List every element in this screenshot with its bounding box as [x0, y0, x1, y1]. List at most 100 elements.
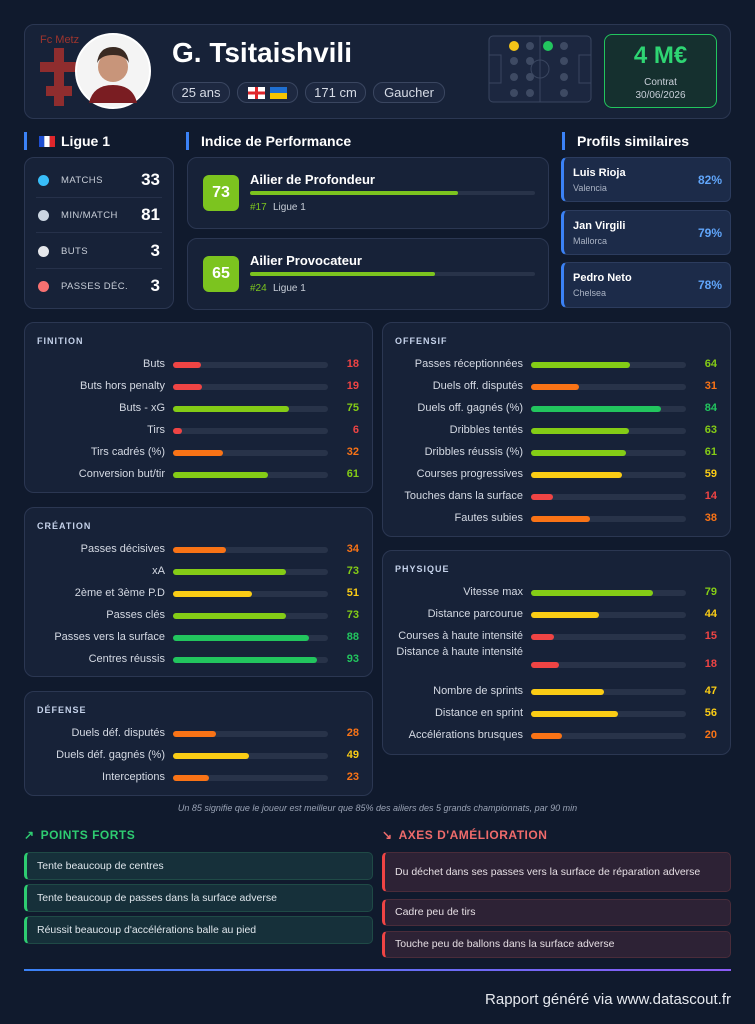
row-bar [531, 362, 631, 368]
stat-label: BUTS [61, 245, 88, 257]
row-label: Accélérations brusques [408, 729, 523, 741]
panel-title: OFFENSIF [395, 336, 448, 346]
stat-icon [38, 210, 49, 222]
row-bar [531, 662, 559, 668]
row-value: 61 [704, 446, 717, 458]
strengths-title-text: POINTS FORTS [40, 828, 136, 842]
similar-name: Jan Virgili [573, 220, 626, 232]
row-value: 32 [346, 446, 359, 458]
row-value: 73 [346, 609, 359, 621]
row-label: Tirs [147, 424, 165, 436]
row-label: Passes décisives [80, 543, 165, 555]
stat-divider [36, 232, 162, 234]
stat-panel [382, 550, 731, 755]
row-value: 93 [346, 653, 359, 665]
row-track [173, 472, 328, 478]
profile-score: 65 [203, 256, 239, 292]
row-track [173, 384, 328, 390]
profile-rank: #24 [250, 283, 267, 294]
row-bar [173, 613, 287, 619]
row-bar [531, 689, 604, 695]
league-title: Ligue 1 [61, 133, 111, 149]
market-value: 4 M€ [633, 42, 688, 69]
row-label: Dribbles réussis (%) [424, 446, 523, 458]
row-label: Courses progressives [416, 468, 523, 480]
row-label: Buts [142, 358, 165, 370]
row-label: Vitesse max [463, 586, 523, 598]
row-track [531, 711, 686, 717]
weakness-item: Du déchet dans ses passes vers la surfac… [382, 852, 731, 892]
row-label: Dribbles tentés [449, 424, 523, 436]
strength-item: Réussit beaucoup d'accélérations balle a… [24, 916, 373, 944]
stat-icon [38, 280, 49, 292]
row-track [173, 362, 328, 368]
strengths-title: ↗ POINTS FORTS [24, 828, 136, 842]
row-value: 20 [704, 729, 717, 741]
row-label: Duels déf. gagnés (%) [56, 749, 165, 761]
row-track [531, 384, 686, 390]
row-track [531, 634, 686, 640]
similar-card [561, 210, 731, 255]
row-value: 59 [704, 468, 717, 480]
profile-league: Ligue 1 [273, 283, 306, 294]
row-bar [173, 384, 203, 390]
similar-card [561, 157, 731, 202]
club-name: Fc Metz [40, 34, 80, 46]
row-value: 61 [346, 468, 359, 480]
league-section: Ligue 1 [24, 132, 110, 150]
stat-value: 3 [150, 275, 160, 295]
row-track [173, 657, 328, 663]
row-bar [531, 612, 600, 618]
flags [248, 87, 287, 99]
row-track [531, 428, 686, 434]
similar-club: Chelsea [573, 288, 607, 298]
row-bar [173, 362, 201, 368]
row-value: 23 [346, 771, 359, 783]
row-bar [531, 590, 654, 596]
flags-tag [237, 82, 298, 103]
weakness-item: Touche peu de ballons dans la surface ad… [382, 931, 731, 958]
row-bar [173, 775, 209, 781]
row-track [531, 733, 686, 739]
performance-title: Indice de Performance [186, 132, 351, 150]
row-track [531, 662, 686, 668]
row-label: Fautes subies [454, 512, 523, 524]
row-bar [173, 635, 310, 641]
row-bar [531, 384, 580, 390]
row-track [531, 494, 686, 500]
row-label: Interceptions [102, 771, 165, 783]
row-bar [173, 569, 287, 575]
row-bar [173, 547, 226, 553]
similar-card [561, 262, 731, 308]
row-track [531, 516, 686, 522]
row-value: 38 [704, 512, 717, 524]
height-tag: 171 cm [305, 82, 366, 103]
profile-track [250, 272, 535, 276]
row-label: Duels off. disputés [432, 380, 523, 392]
age-tag: 25 ans [172, 82, 230, 103]
row-value: 63 [704, 424, 717, 436]
row-track [173, 569, 328, 575]
row-label: Distance en sprint [434, 707, 523, 719]
row-label: Passes clés [106, 609, 165, 621]
row-bar [173, 731, 217, 737]
strength-item: Tente beaucoup de passes dans la surface… [24, 884, 373, 912]
panel-title: FINITION [37, 336, 84, 346]
row-label: Passes réceptionnées [414, 358, 523, 370]
row-value: 64 [704, 358, 717, 370]
row-value: 6 [352, 424, 359, 436]
row-label: Conversion but/tir [78, 468, 165, 480]
row-bar [173, 753, 249, 759]
row-bar [531, 516, 590, 522]
row-value: 51 [346, 587, 359, 599]
stat-divider [36, 197, 162, 198]
similar-club: Valencia [573, 183, 607, 193]
row-track [531, 472, 686, 478]
row-value: 88 [346, 631, 359, 643]
stat-value: 81 [141, 205, 160, 225]
row-bar [531, 406, 662, 412]
player-name: G. Tsitaishvili [172, 37, 352, 68]
player-photo [75, 33, 151, 109]
profile-bar [250, 272, 436, 276]
